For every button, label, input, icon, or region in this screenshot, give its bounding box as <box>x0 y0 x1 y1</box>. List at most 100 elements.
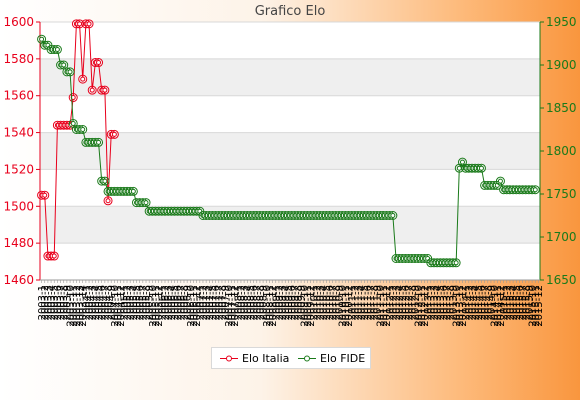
x-tick-label: 2008-12 <box>268 285 279 327</box>
x-tick-label: 2004-3 <box>88 285 99 320</box>
x-tick-label: 2003-2 <box>40 285 51 320</box>
x-tick-label: 2003-6 <box>53 285 64 320</box>
data-point-fide[interactable] <box>451 258 461 268</box>
x-tick-label: 2010-11 <box>341 285 352 327</box>
x-tick-label: 2014-5 <box>474 285 485 320</box>
legend-item-italia[interactable]: Elo Italia <box>218 352 290 365</box>
data-point-fide[interactable] <box>128 186 138 196</box>
data-point-inner-italia <box>105 198 111 204</box>
data-point-fide[interactable] <box>530 185 540 195</box>
legend-label-italia: Elo Italia <box>242 352 290 365</box>
x-tick-label: 2003-13 <box>75 285 86 327</box>
x-tick-label: 2009-1 <box>271 285 282 320</box>
x-tick-label: 2010-10 <box>338 285 349 327</box>
x-tick-label: 2011-4 <box>357 285 368 320</box>
data-point-italia[interactable] <box>109 129 119 139</box>
x-tick-label: 2011-3 <box>354 285 365 320</box>
x-tick-label: 2013-4 <box>433 285 444 320</box>
x-tick-label: 2009-10 <box>300 285 311 327</box>
data-point-italia[interactable] <box>100 85 110 95</box>
data-point-italia[interactable] <box>68 93 78 103</box>
x-tick-label: 2015-11 <box>531 285 542 327</box>
data-point-inner-italia <box>96 60 102 66</box>
x-tick-label: 2005-11 <box>151 285 162 327</box>
data-point-fide[interactable] <box>476 163 486 173</box>
data-point-italia[interactable] <box>84 19 94 29</box>
x-tick-label: 2010-4 <box>319 285 330 320</box>
x-tick-label: 2011-12 <box>382 285 393 327</box>
x-tick-label: 2005-4 <box>129 285 140 320</box>
data-point-fide[interactable] <box>52 45 62 55</box>
data-point-inner-italia <box>111 131 117 137</box>
x-tick-label: 2003-1 <box>37 285 48 320</box>
x-tick-label: 2003-5 <box>50 285 61 320</box>
x-tick-label: 2011-2 <box>350 285 361 320</box>
x-tick-label: 2006-6 <box>173 285 184 320</box>
data-point-inner-fide <box>143 200 149 206</box>
x-tick-label: 2006-3 <box>164 285 175 320</box>
data-point-fide[interactable] <box>495 176 505 186</box>
x-tick-label: 2013-9 <box>448 285 459 320</box>
x-tick-label: 2006-8 <box>179 285 190 320</box>
x-tick-label: 2008-2 <box>236 285 247 320</box>
x-tick-label: 2008-1 <box>233 285 244 320</box>
x-tick-label: 2004-4 <box>91 285 102 320</box>
y-tick-label-right: 1650 <box>546 273 577 287</box>
x-tick-label: 2013-8 <box>445 285 456 320</box>
data-point-fide[interactable] <box>78 125 88 134</box>
x-tick-label: 2007-9 <box>221 285 232 320</box>
x-tick-label: 2013-10 <box>452 285 463 327</box>
x-tick-label: 2009-2 <box>274 285 285 320</box>
data-point-italia[interactable] <box>87 85 97 95</box>
x-tick-label: 2012-8 <box>407 285 418 320</box>
data-point-inner-italia <box>102 87 108 93</box>
y-tick-label-left: 1580 <box>3 52 34 66</box>
data-point-italia[interactable] <box>78 74 88 84</box>
legend-item-fide[interactable]: Elo FIDE <box>296 352 368 365</box>
data-point-italia[interactable] <box>94 58 104 68</box>
data-point-fide[interactable] <box>388 211 398 220</box>
x-tick-label: 2010-12 <box>344 285 355 327</box>
x-tick-label: 2010-2 <box>312 285 323 320</box>
x-tick-label: 2004-12 <box>116 285 127 327</box>
data-point-inner-fide <box>532 187 538 193</box>
x-tick-label: 2004-2 <box>85 285 96 320</box>
x-tick-label: 2014-10 <box>490 285 501 327</box>
data-point-italia[interactable] <box>49 251 59 261</box>
x-tick-label: 2015-5 <box>512 285 523 320</box>
data-point-italia[interactable] <box>103 196 113 206</box>
data-point-italia[interactable] <box>40 190 50 200</box>
x-tick-label: 2004-5 <box>94 285 105 320</box>
x-tick-label: 2011-7 <box>366 285 377 320</box>
x-tick-label: 2005-6 <box>135 285 146 320</box>
x-tick-label: 2011-1 <box>347 285 358 320</box>
x-tick-label: 2012-4 <box>395 285 406 320</box>
x-tick-label: 2005-1 <box>119 285 130 320</box>
data-point-inner-italia <box>51 253 57 259</box>
x-tick-label: 2003-9 <box>62 285 73 320</box>
y-tick-label-left: 1500 <box>3 199 34 213</box>
x-tick-label: 2008-5 <box>246 285 257 320</box>
data-point-fide[interactable] <box>94 137 104 147</box>
x-tick-label: 2007-3 <box>202 285 213 320</box>
chart-title: Grafico Elo <box>254 4 326 19</box>
data-point-inner-fide <box>497 178 503 184</box>
x-tick-label: 2015-3 <box>505 285 516 320</box>
x-tick-label: 2014-7 <box>480 285 491 320</box>
x-tick-label: 2004-10 <box>110 285 121 327</box>
x-tick-label: 2015-12 <box>534 285 545 327</box>
data-point-inner-fide <box>390 213 396 218</box>
data-point-fide[interactable] <box>141 198 151 208</box>
x-tick-label: 2012-11 <box>417 285 428 327</box>
data-point-fide[interactable] <box>100 176 110 186</box>
x-tick-label: 2003-14 <box>78 285 89 327</box>
data-point-fide[interactable] <box>65 67 75 77</box>
x-tick-label: 2007-2 <box>198 285 209 320</box>
x-tick-label: 2003-4 <box>47 285 58 320</box>
x-tick-label: 2008-4 <box>243 285 254 320</box>
x-tick-label: 2009-3 <box>278 285 289 320</box>
x-tick-label: 2009-6 <box>287 285 298 320</box>
y-tick-label-right: 1750 <box>546 187 577 201</box>
